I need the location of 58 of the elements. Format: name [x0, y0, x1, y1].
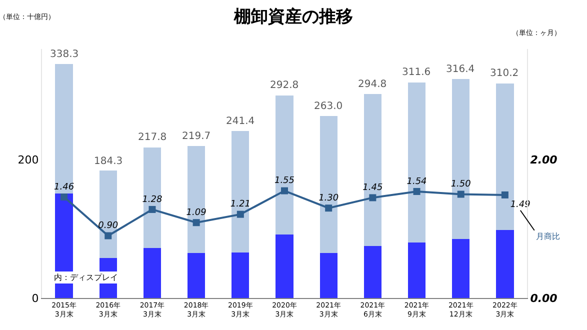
bar [364, 246, 382, 298]
bar [276, 234, 294, 298]
total-label: 311.6 [402, 67, 431, 78]
bar [188, 253, 206, 298]
data-label: 1.45 [362, 183, 383, 194]
data-label: 1.50 [450, 180, 472, 190]
total-label: 294.8 [358, 79, 387, 90]
point [501, 191, 508, 198]
data-label: 1.28 [142, 194, 163, 205]
data-label: 1.30 [318, 193, 339, 204]
bar [143, 248, 162, 298]
total-label: 219.7 [182, 131, 211, 142]
point [148, 206, 156, 213]
bar [408, 242, 426, 298]
point [457, 190, 464, 198]
bar [320, 253, 338, 298]
total-label: 241.4 [226, 116, 255, 127]
total-label: 316.4 [446, 64, 475, 75]
point [236, 210, 244, 218]
total-label: 338.3 [50, 49, 79, 60]
total-label: 310.2 [490, 68, 519, 79]
series-label: 内：ディスプレイ [54, 273, 118, 282]
bar [55, 64, 73, 194]
data-label: 1.54 [406, 176, 428, 187]
y-tick-label: 200 [18, 154, 39, 167]
data-label: 1.09 [186, 208, 207, 218]
bar [143, 147, 162, 248]
point [413, 188, 420, 195]
bar [364, 94, 382, 246]
bar [320, 116, 338, 254]
bar [232, 252, 250, 298]
y2-tick-label: 2.00 [530, 154, 558, 167]
bar [452, 79, 470, 240]
point [281, 187, 288, 194]
total-label: 263.0 [314, 101, 343, 112]
bar [408, 82, 426, 243]
bar [232, 131, 250, 252]
bar [496, 230, 514, 298]
data-label: 1.46 [54, 182, 74, 192]
text: 月商比 [536, 232, 560, 241]
data-label: 0.90 [98, 221, 118, 232]
bar [188, 146, 206, 254]
bar [276, 95, 294, 234]
point [104, 232, 112, 240]
point [325, 204, 332, 212]
point [369, 194, 376, 202]
bar [452, 239, 470, 298]
point [60, 194, 68, 201]
total-label: 184.3 [94, 156, 123, 167]
y2-tick-label: 0.00 [530, 292, 558, 305]
total-label: 292.8 [270, 80, 299, 91]
data-label: 1.55 [274, 176, 295, 186]
total-label: 217.8 [138, 132, 167, 143]
data-label: 1.21 [230, 200, 250, 210]
bar [99, 170, 117, 258]
chart-title: 棚卸資産の推移 [233, 6, 353, 27]
y-tick-label: 0 [32, 292, 39, 305]
point [192, 219, 200, 226]
